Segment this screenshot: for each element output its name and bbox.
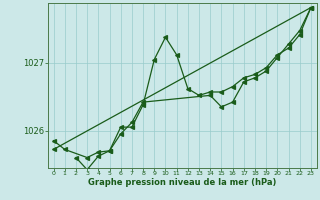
X-axis label: Graphe pression niveau de la mer (hPa): Graphe pression niveau de la mer (hPa) — [88, 178, 276, 187]
